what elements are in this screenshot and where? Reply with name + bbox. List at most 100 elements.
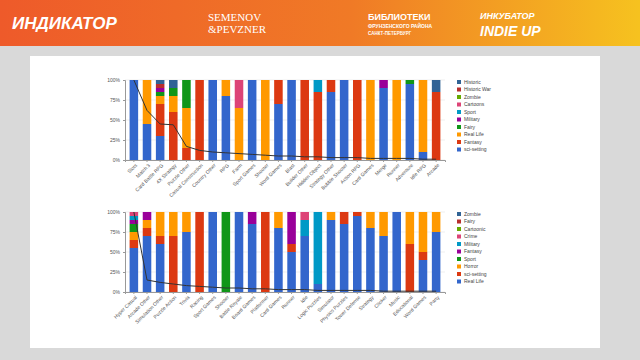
bar-segment <box>195 80 204 81</box>
bar-segment <box>379 212 388 213</box>
bar-segment <box>248 224 257 292</box>
bar-segment <box>353 80 362 81</box>
legend: ZombieFairyCartoonicCrimeMilitaryFantasy… <box>457 211 487 284</box>
bar-segment <box>235 80 244 81</box>
bar-segment <box>366 212 375 213</box>
tick-mark <box>383 160 384 162</box>
legend-label: Historic <box>464 79 481 85</box>
bar-segment <box>366 80 375 160</box>
bar-segment <box>222 212 231 292</box>
bar-segment <box>169 88 178 96</box>
bar-segment <box>392 212 401 213</box>
bar-segment <box>327 80 336 81</box>
bar-segment <box>300 212 309 213</box>
tick-mark <box>199 292 200 294</box>
bar-segment <box>261 212 270 213</box>
bar-segment <box>195 212 204 213</box>
logo-text: ИНКУБАТОР <box>480 11 536 21</box>
bar-segment <box>392 212 401 213</box>
bar-segment <box>261 80 270 81</box>
bar-segment <box>208 80 217 81</box>
tick: 75% <box>110 97 125 103</box>
bar-segment <box>392 80 401 81</box>
bar-segment <box>248 212 257 224</box>
bar-segment <box>327 212 336 213</box>
bar-segment <box>274 80 283 81</box>
bar-segment <box>366 80 375 81</box>
tick-mark <box>436 160 437 162</box>
bar-segment <box>222 80 231 81</box>
legend-label: Fantasy <box>464 139 482 145</box>
tick-mark <box>225 160 226 162</box>
bar-segment <box>222 80 231 81</box>
tick-label: Word Games <box>402 294 427 319</box>
tick-mark <box>123 160 125 161</box>
legend-label: Sport <box>464 256 477 262</box>
bar-segment <box>182 232 191 292</box>
bar-segment <box>327 212 336 213</box>
bar-segment <box>222 212 231 213</box>
bar-segment <box>261 212 270 213</box>
bar-segment <box>432 212 441 213</box>
tick-label: 50% <box>110 117 121 123</box>
bar-segment <box>274 212 283 213</box>
bar-segment <box>195 212 204 213</box>
bar-segment <box>169 212 178 236</box>
chart: 0%25%50%75%100%Hyper CasualArcade OtherS… <box>107 209 487 325</box>
bar-segment <box>274 228 283 292</box>
tick-mark <box>239 292 240 294</box>
tick: Party <box>428 292 441 307</box>
legend-swatch <box>457 242 461 246</box>
bar-segment <box>392 212 401 213</box>
bar-segment <box>287 80 296 81</box>
tick-label: Country Other <box>191 162 218 189</box>
bar-segment <box>300 80 309 81</box>
bar-segment <box>300 80 309 81</box>
tick-mark <box>330 292 331 294</box>
bar-segment <box>261 212 270 292</box>
x-axis: Hyper CasualArcade OtherSimulation Other… <box>112 292 445 325</box>
bar-segment <box>327 80 336 81</box>
bar-segment <box>392 80 401 160</box>
bar-segment <box>156 212 165 213</box>
bar-segment <box>261 212 270 213</box>
bar-segment <box>379 212 388 213</box>
bar-segment <box>169 212 178 213</box>
bar-segment <box>248 80 257 81</box>
tick-mark <box>370 160 371 162</box>
legend-swatch <box>457 265 461 269</box>
bar-segment <box>287 212 296 213</box>
bar-segment <box>208 212 217 213</box>
tick: 50% <box>110 249 125 255</box>
bar-segment <box>169 212 178 213</box>
bar-segment <box>392 212 401 213</box>
legend-swatch <box>457 235 461 239</box>
tick-mark <box>123 252 125 253</box>
tick: Runner <box>280 292 296 310</box>
bar-segment <box>143 124 152 160</box>
bar-segment <box>195 80 204 160</box>
bar-segment <box>419 212 428 252</box>
bar-segment <box>327 212 336 213</box>
bar-segment <box>156 244 165 292</box>
bar-segment <box>327 212 336 213</box>
bar-segment <box>143 212 152 213</box>
bar-segment <box>419 252 428 260</box>
bar-segment <box>432 80 441 92</box>
bar-segment <box>182 80 191 81</box>
bar-segment <box>287 80 296 81</box>
bar-segment <box>235 212 244 213</box>
bar-segment <box>419 80 428 81</box>
bar-segment <box>300 220 309 236</box>
tick-mark <box>133 292 134 294</box>
bar-segment <box>143 228 152 236</box>
bar-segment <box>143 80 152 81</box>
tick-mark <box>330 160 331 162</box>
tick: Clicker <box>373 292 388 309</box>
bar-segment <box>208 80 217 81</box>
legend-label: Cartoonic <box>464 226 486 232</box>
bar-segment <box>248 212 257 213</box>
bar-segment <box>379 80 388 81</box>
bar-segment <box>248 212 257 213</box>
tick-mark <box>291 292 292 294</box>
